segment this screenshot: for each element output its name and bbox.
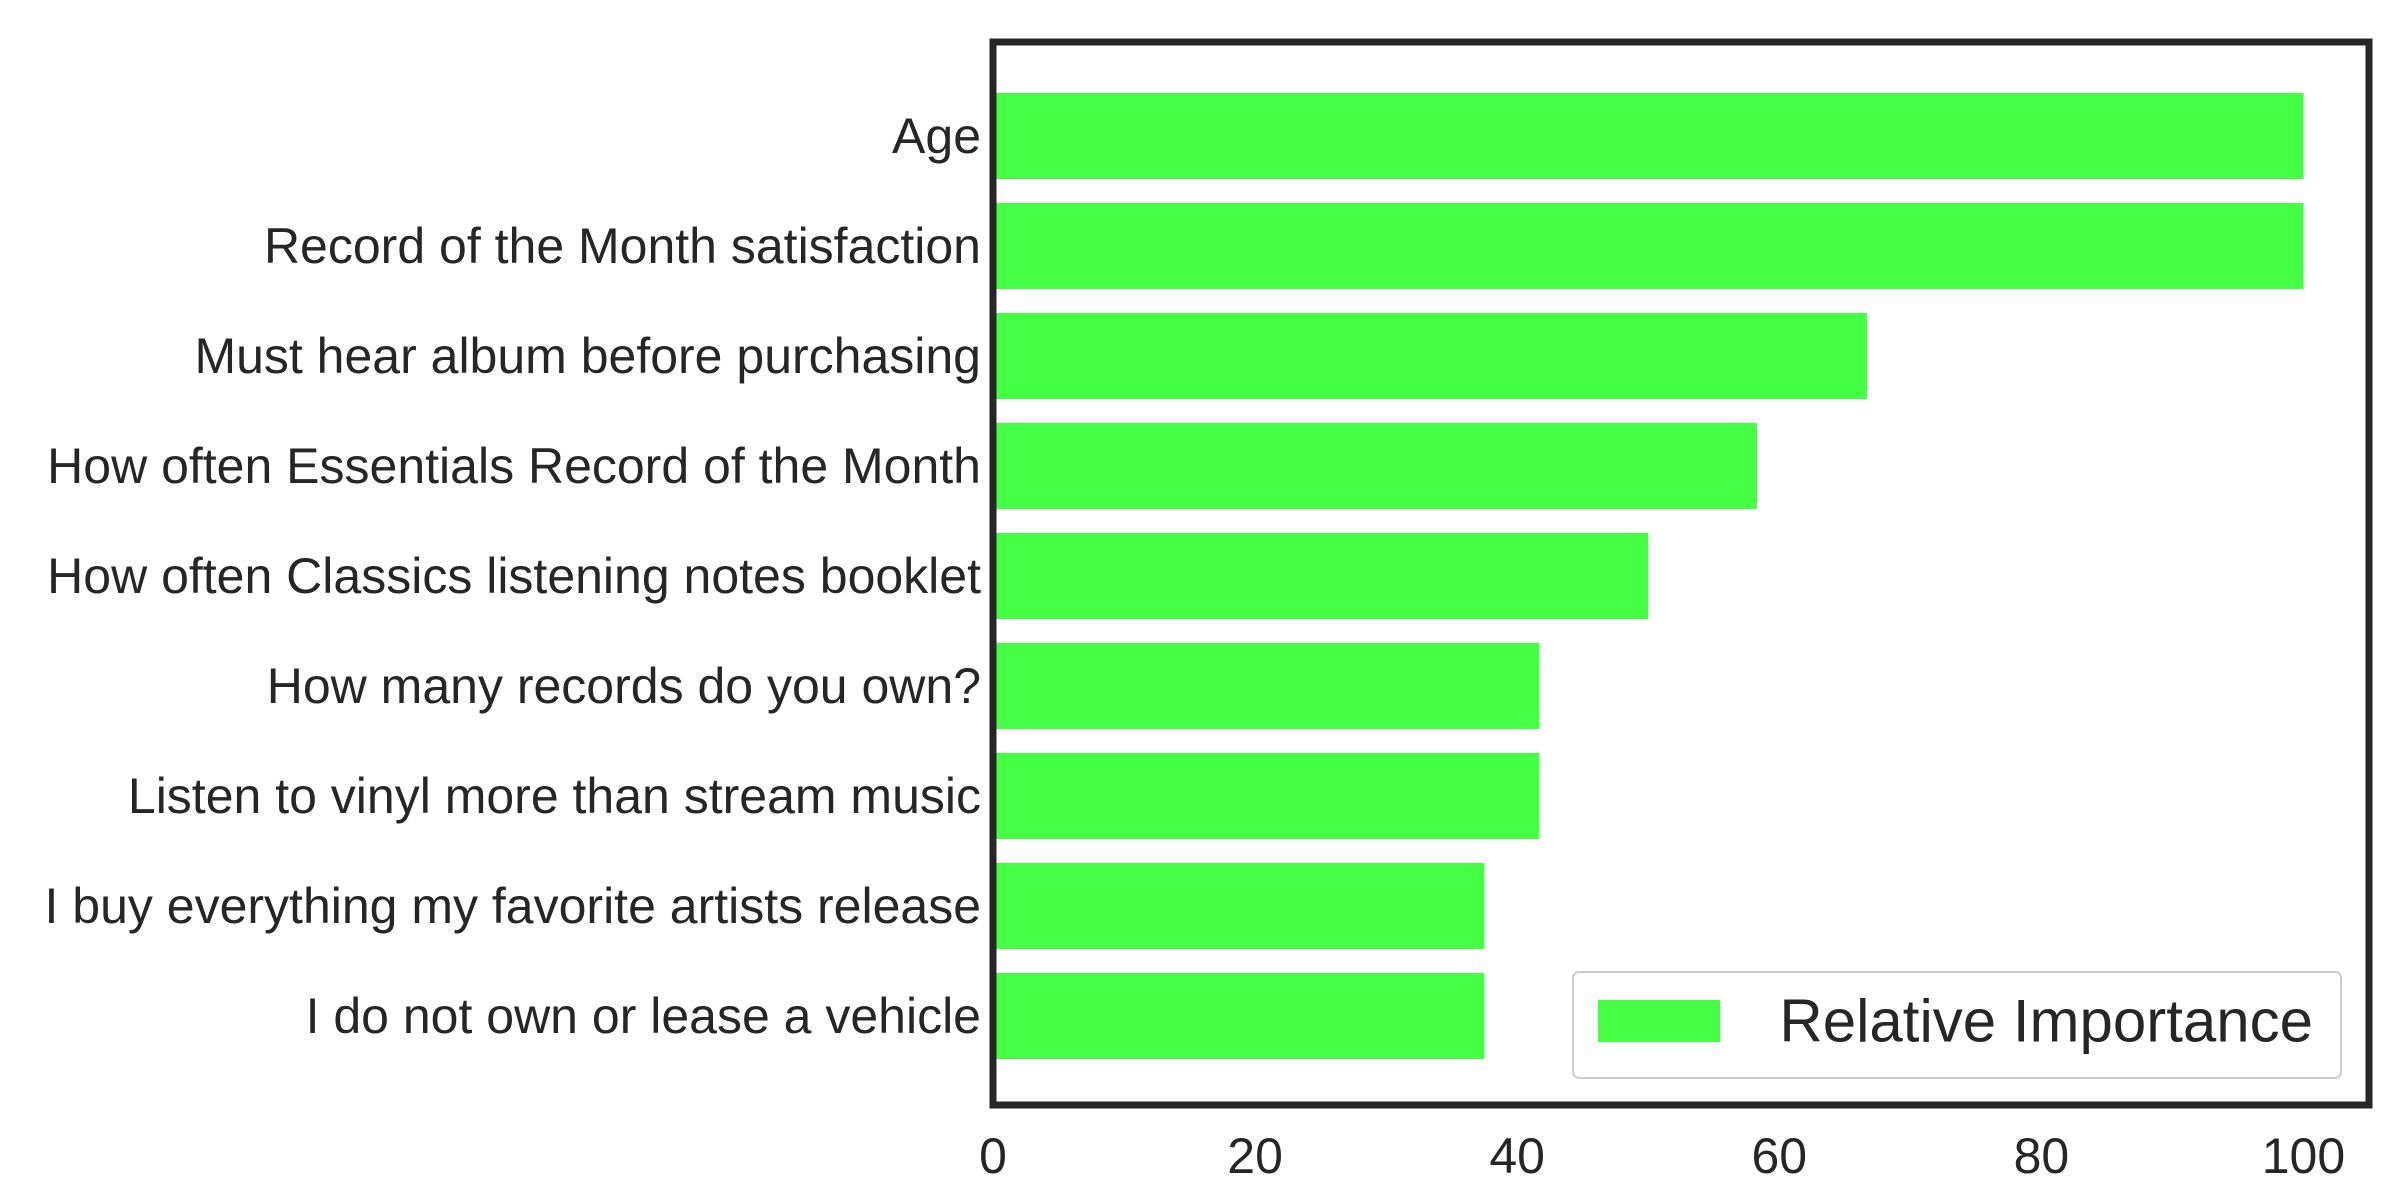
bar-0 xyxy=(993,93,2304,179)
category-label: I buy everything my favorite artists rel… xyxy=(45,878,982,934)
category-label: Must hear album before purchasing xyxy=(194,328,981,384)
category-label: Listen to vinyl more than stream music xyxy=(128,768,981,824)
bar-3 xyxy=(993,423,1758,509)
legend-label: Relative Importance xyxy=(1779,988,2313,1055)
category-labels: Age Record of the Month satisfaction Must … xyxy=(45,108,982,1044)
bars-layer xyxy=(993,93,2304,1059)
category-label: Age xyxy=(892,108,981,164)
x-tick-label: 20 xyxy=(1227,1128,1283,1184)
category-label: Record of the Month satisfaction xyxy=(264,218,981,274)
category-label: I do not own or lease a vehicle xyxy=(306,988,981,1044)
bar-5 xyxy=(993,643,1540,729)
category-label: How many records do you own? xyxy=(267,658,981,714)
bar-2 xyxy=(993,313,1868,399)
legend-swatch xyxy=(1598,1000,1720,1042)
bar-4 xyxy=(993,533,1649,619)
x-tick-label: 100 xyxy=(2262,1128,2345,1184)
bar-6 xyxy=(993,753,1540,839)
bar-8 xyxy=(993,973,1485,1059)
legend: Relative Importance xyxy=(1572,971,2342,1079)
x-tick-label: 80 xyxy=(2014,1128,2070,1184)
x-tick-label: 0 xyxy=(979,1128,1007,1184)
category-label: How often Essentials Record of the Month xyxy=(47,438,981,494)
bar-1 xyxy=(993,203,2304,289)
plot-frame xyxy=(989,38,2373,1109)
x-axis-ticks: 0 20 40 60 80 100 xyxy=(979,1128,2345,1184)
x-tick-label: 40 xyxy=(1489,1128,1545,1184)
bar-7 xyxy=(993,863,1485,949)
legend-box xyxy=(1572,971,2342,1079)
category-label: How often Classics listening notes bookl… xyxy=(47,548,981,604)
x-tick-label: 60 xyxy=(1751,1128,1807,1184)
